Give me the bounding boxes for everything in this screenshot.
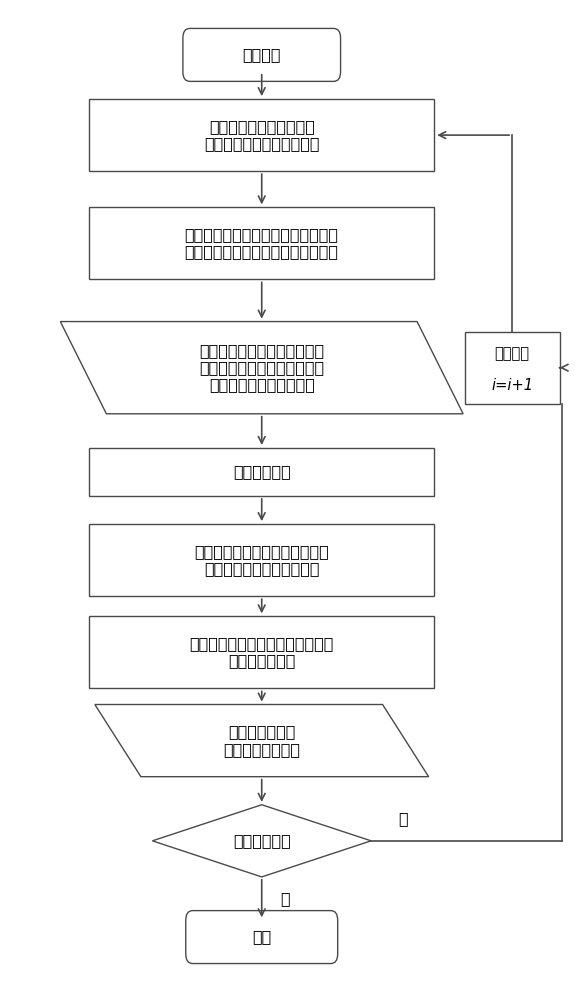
Text: i=i+1: i=i+1: [491, 378, 533, 393]
Bar: [89, 616, 435, 688]
Text: 否: 否: [398, 811, 407, 826]
Text: 测量当前时刻加热壁面温
度、水温、流量、压降数据: 测量当前时刻加热壁面温 度、水温、流量、压降数据: [204, 119, 320, 151]
Polygon shape: [95, 705, 429, 777]
Bar: [89, 524, 435, 596]
Text: 时间步数: 时间步数: [494, 346, 529, 361]
Text: 是否结束实验: 是否结束实验: [233, 833, 290, 848]
Text: 是: 是: [280, 891, 289, 906]
FancyBboxPatch shape: [183, 28, 340, 81]
Text: 将解得的功率根据反应堆燃料元件
热容量进行修正: 将解得的功率根据反应堆燃料元件 热容量进行修正: [189, 636, 334, 669]
Text: 实验开始: 实验开始: [242, 47, 281, 62]
Text: 读取外加反应性和燃料温度反
应性系数、冷却剂温度反应性
系数、空泡反应性系数、: 读取外加反应性和燃料温度反 应性系数、冷却剂温度反应性 系数、空泡反应性系数、: [199, 343, 324, 393]
Text: 根据实时的实验数据推算燃料温度变
化、冷却剂温度变化、空泡份额变化: 根据实时的实验数据推算燃料温度变 化、冷却剂温度变化、空泡份额变化: [185, 227, 339, 260]
FancyBboxPatch shape: [186, 911, 338, 964]
Text: 结束: 结束: [252, 930, 271, 945]
Text: 向高频直流电源
输出功率变化信号: 向高频直流电源 输出功率变化信号: [223, 724, 300, 757]
Polygon shape: [152, 805, 371, 877]
Text: 将总反应性代入中子动力学方程
根据离散格式求解功率变化: 将总反应性代入中子动力学方程 根据离散格式求解功率变化: [195, 544, 329, 576]
Bar: [89, 448, 435, 496]
Bar: [89, 207, 435, 279]
Bar: [89, 99, 435, 171]
Text: 计算总反应性: 计算总反应性: [233, 464, 290, 479]
Bar: [465, 332, 560, 404]
Polygon shape: [60, 322, 463, 414]
